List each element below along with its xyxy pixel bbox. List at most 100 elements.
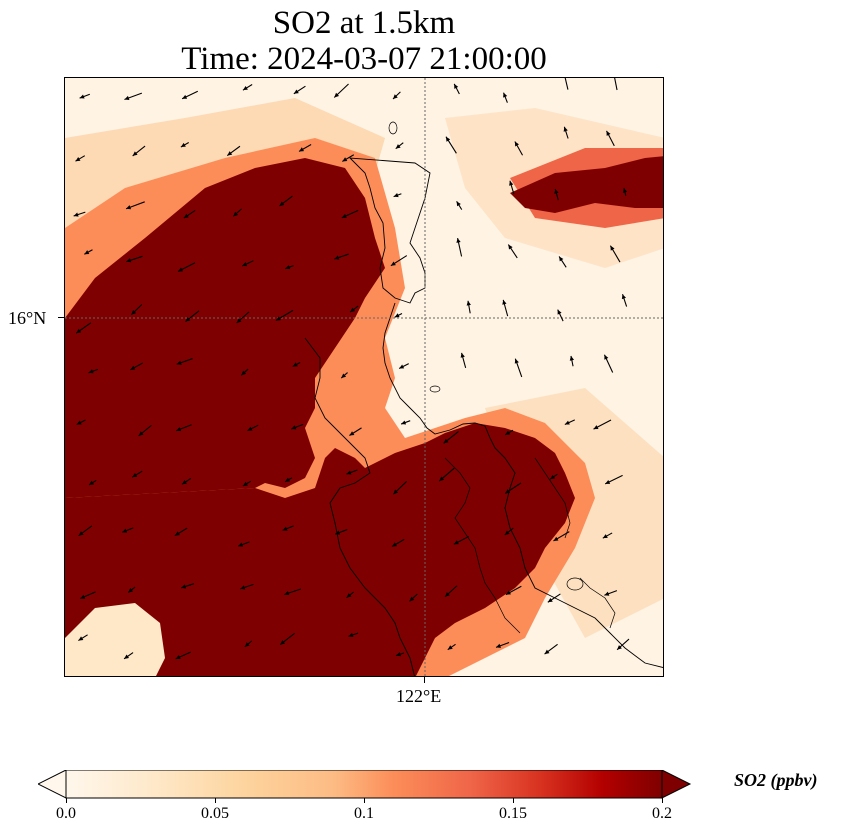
wind-arrow-head xyxy=(445,136,451,142)
colorbar-extend-high xyxy=(661,770,692,799)
wind-arrow-head xyxy=(299,147,304,152)
wind-arrow-head xyxy=(622,187,628,193)
wind-arrow-head xyxy=(242,262,248,267)
wind-arrow-head xyxy=(605,479,611,484)
wind-arrow-head xyxy=(291,425,297,430)
wind-arrow-head xyxy=(346,593,352,598)
wind-arrow-head xyxy=(563,126,568,132)
wind-arrow-head xyxy=(181,584,187,589)
wind-arrow-head xyxy=(454,83,459,89)
small-island xyxy=(566,577,584,591)
wind-arrow-head xyxy=(285,265,291,270)
wind-arrow-head xyxy=(78,636,84,641)
colorbar-tick xyxy=(66,798,67,803)
wind-arrow-head xyxy=(390,261,396,266)
wind-arrow-head xyxy=(604,591,610,596)
wind-arrow-head xyxy=(409,596,415,602)
small-island-coastline xyxy=(579,577,616,629)
wind-arrow-head xyxy=(621,294,627,300)
wind-arrow-head xyxy=(617,645,622,650)
wind-arrow-head xyxy=(241,370,247,376)
colorbar-tick-label: 0.05 xyxy=(201,805,229,822)
wind-arrow-head xyxy=(514,358,519,364)
so2-plume-west xyxy=(65,158,385,498)
wind-arrow-head xyxy=(293,89,299,94)
wind-arrow-head xyxy=(247,426,253,431)
wind-arrow-head xyxy=(349,431,355,436)
wind-arrow-head xyxy=(443,438,449,444)
wind-arrow-head xyxy=(557,309,562,315)
wind-arrow-head xyxy=(504,530,510,536)
wind-vector-field xyxy=(73,78,630,660)
so2-field-map xyxy=(65,78,663,676)
colorbar-tick xyxy=(513,798,514,803)
wind-arrow-head xyxy=(445,592,450,597)
wind-arrow-head xyxy=(399,364,405,369)
small-island xyxy=(429,385,441,393)
wind-arrow xyxy=(564,78,569,90)
wind-arrow-head xyxy=(79,94,85,99)
wind-arrow-head xyxy=(544,649,550,655)
wind-arrow-head xyxy=(76,328,82,334)
wind-arrow-head xyxy=(73,212,79,217)
wind-arrow-head xyxy=(341,213,347,218)
map-subtitle-time: Time: 2024-03-07 21:00:00 xyxy=(181,41,547,77)
wind-arrow-head xyxy=(334,92,340,98)
wind-arrow-head xyxy=(175,655,181,659)
wind-arrow-head xyxy=(553,536,559,541)
wind-arrow-head xyxy=(84,250,90,255)
so2-plume-south xyxy=(65,423,575,676)
colorbar-tick-label: 0.15 xyxy=(499,805,527,822)
longitude-label: 122°E xyxy=(396,686,442,706)
wind-arrow-head xyxy=(550,474,556,480)
wind-arrow-head xyxy=(279,201,285,206)
coastline-main xyxy=(382,302,663,668)
wind-arrow-head xyxy=(126,205,132,210)
wind-arrow-head xyxy=(346,470,352,475)
wind-arrow-head xyxy=(76,420,82,425)
colorbar-tick xyxy=(662,798,663,803)
wind-arrow-head xyxy=(128,588,134,593)
wind-arrow-head xyxy=(236,318,242,323)
wind-arrow-head xyxy=(180,142,186,148)
wind-arrow-head xyxy=(606,130,611,136)
wind-arrow-head xyxy=(131,310,137,315)
wind-arrow-head xyxy=(176,360,182,365)
wind-arrow xyxy=(614,78,618,91)
wind-arrow-head xyxy=(466,300,471,306)
island-coastline xyxy=(534,457,571,539)
wind-arrow-head xyxy=(284,591,290,596)
map-title: SO2 at 1.5km xyxy=(272,5,456,41)
wind-arrow-head xyxy=(88,369,94,374)
wind-arrow-head xyxy=(509,180,514,186)
wind-arrow-head xyxy=(514,141,519,147)
wind-arrow-head xyxy=(238,542,244,547)
colorbar-tick-label: 0.2 xyxy=(652,805,672,822)
colorbar-tick-label: 0.0 xyxy=(56,805,76,822)
wind-arrow-head xyxy=(126,258,132,263)
wind-arrow-head xyxy=(564,420,570,425)
colorbar-tick-label: 0.1 xyxy=(354,805,374,822)
wind-arrow-head xyxy=(185,317,191,322)
wind-arrow-head xyxy=(242,481,248,486)
coastline-west xyxy=(304,337,415,676)
latitude-label: 16°N xyxy=(8,308,47,328)
wind-arrow-head xyxy=(242,85,248,91)
colorbar-tick xyxy=(215,798,216,803)
wind-arrow-head xyxy=(177,267,183,272)
wind-arrow-head xyxy=(393,489,399,495)
wind-arrow-head xyxy=(240,585,246,590)
wind-arrow-head xyxy=(569,355,575,361)
small-island xyxy=(388,121,398,135)
wind-arrow-head xyxy=(334,255,340,260)
wind-arrow-head xyxy=(395,144,401,149)
wind-arrow-head xyxy=(122,528,128,533)
wind-arrow-head xyxy=(132,151,138,156)
coastline-north xyxy=(348,157,431,304)
wind-arrow-head xyxy=(341,373,347,379)
wind-arrow-head xyxy=(503,92,508,98)
wind-arrow-head xyxy=(275,316,281,321)
wind-arrow-head xyxy=(439,476,445,482)
wind-arrow-head xyxy=(505,489,511,494)
wind-arrow-head xyxy=(453,540,459,545)
